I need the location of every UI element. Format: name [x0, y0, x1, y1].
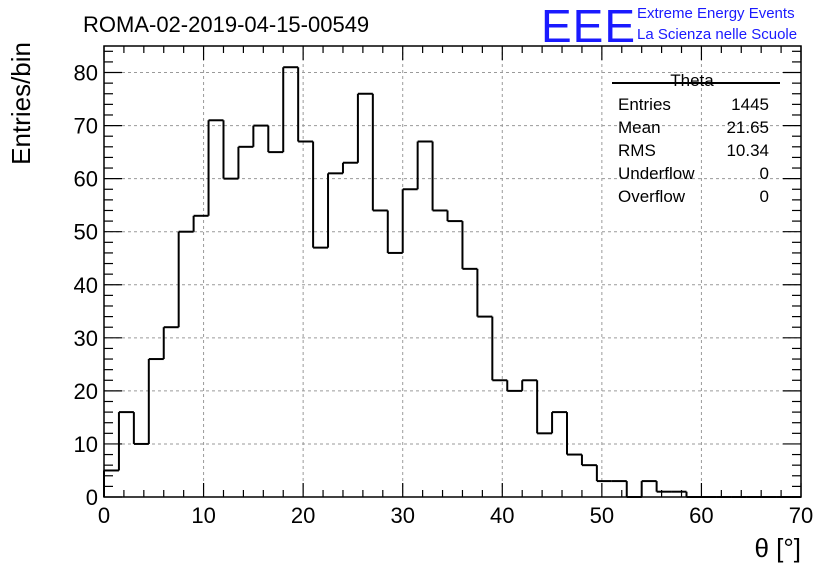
y-tick-labels: 0 10 20 30 40 50 60 70 80: [74, 61, 98, 510]
eee-logo: EEE Extreme Energy Events La Scienza nel…: [541, 0, 797, 52]
axis-ticks: [103, 46, 802, 498]
y-tick-label: 20: [74, 379, 98, 404]
stats-overflow-value: 0: [760, 187, 769, 206]
y-tick-label: 80: [74, 61, 98, 86]
y-tick-label: 30: [74, 326, 98, 351]
stats-mean-value: 21.65: [726, 118, 769, 137]
plot-frame: [103, 45, 802, 498]
x-tick-label: 20: [291, 503, 315, 528]
histogram-bins: [103, 66, 801, 498]
eee-logo-line1: Extreme Energy Events: [637, 5, 795, 22]
stats-rms-label: RMS: [618, 141, 656, 160]
eee-logo-line2: La Scienza nelle Scuole: [637, 26, 797, 43]
x-tick-label: 70: [789, 503, 813, 528]
stats-entries-value: 1445: [731, 95, 769, 114]
stats-underflow-value: 0: [760, 164, 769, 183]
x-tick-label: 30: [390, 503, 414, 528]
stats-underflow-label: Underflow: [618, 164, 695, 183]
y-tick-label: 50: [74, 220, 98, 245]
stats-box: Theta Entries 1445 Mean 21.65 RMS 10.34 …: [612, 71, 780, 206]
y-tick-label: 0: [86, 485, 98, 510]
x-tick-label: 40: [490, 503, 514, 528]
stats-mean-label: Mean: [618, 118, 661, 137]
chart-title: ROMA-02-2019-04-15-00549: [83, 12, 369, 37]
x-tick-label: 50: [590, 503, 614, 528]
stats-box-title: Theta: [670, 71, 714, 90]
x-tick-label: 60: [689, 503, 713, 528]
y-tick-label: 60: [74, 167, 98, 192]
stats-overflow-label: Overflow: [618, 187, 686, 206]
y-tick-label: 40: [74, 273, 98, 298]
y-axis-title: Entries/bin: [6, 42, 36, 165]
x-tick-label: 0: [98, 503, 110, 528]
y-tick-label: 10: [74, 432, 98, 457]
grid-lines: [104, 46, 801, 497]
x-axis-title: θ [°]: [754, 533, 801, 563]
eee-logo-letters: EEE: [541, 0, 636, 52]
y-tick-label: 70: [74, 114, 98, 139]
x-tick-labels: 0 10 20 30 40 50 60 70: [98, 503, 813, 528]
stats-entries-label: Entries: [618, 95, 671, 114]
stats-rms-value: 10.34: [726, 141, 769, 160]
x-tick-label: 10: [191, 503, 215, 528]
stats-box-divider: [612, 82, 780, 84]
